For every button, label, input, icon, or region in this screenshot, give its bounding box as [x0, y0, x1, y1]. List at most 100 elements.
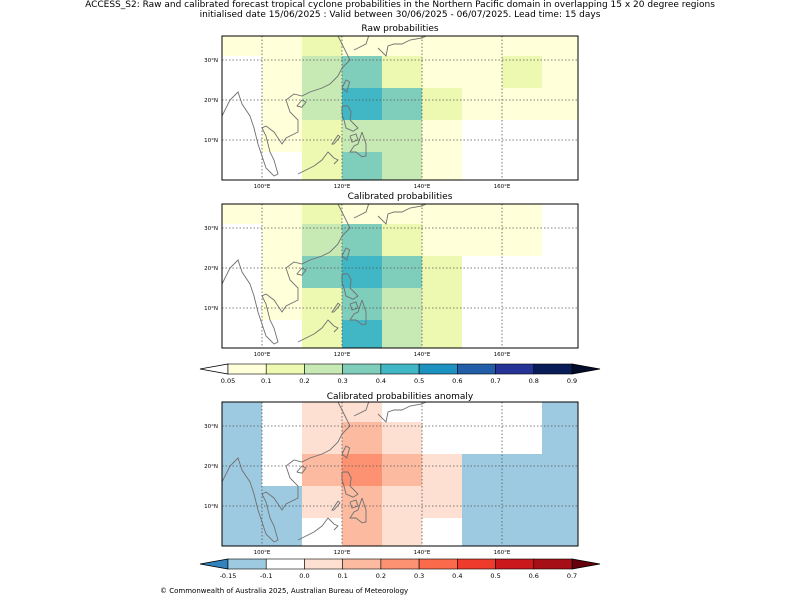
probability-cell [382, 36, 422, 56]
colorbar-probability-swatch [227, 363, 267, 375]
probability-cell [342, 320, 382, 348]
map-frame [221, 401, 579, 547]
colorbar-probability-swatch [265, 363, 305, 375]
probability-cell [422, 204, 462, 224]
probability-cell [502, 402, 542, 422]
probability-cell [462, 56, 502, 88]
colorbar-probability: 0.05 0.1 0.2 0.3 0.4 0.5 0.6 0.7 0.8 0.9 [199, 363, 601, 385]
probability-cell [422, 518, 462, 546]
coastline [341, 471, 359, 498]
probability-cell [502, 422, 542, 454]
probability-cell [502, 486, 542, 518]
colorbar-anomaly-tick-label: 0.7 [567, 572, 577, 580]
coastline [296, 465, 307, 474]
probability-cell [542, 56, 578, 88]
probability-cell [222, 518, 262, 546]
coastline [296, 99, 307, 108]
colorbar-anomaly-tick-label: 0.6 [529, 572, 539, 580]
probability-cell [262, 454, 302, 486]
probability-cell [342, 256, 382, 288]
probability-cell [262, 88, 302, 120]
longitude-tick-label: 100°E [254, 352, 271, 358]
probability-cell [422, 88, 462, 120]
coastline [296, 267, 307, 276]
coastline [349, 301, 359, 311]
probability-cell [382, 256, 422, 288]
probability-cell [302, 224, 342, 256]
colorbar-probability-under-extension [199, 363, 229, 375]
probability-cell [502, 56, 542, 88]
longitude-tick-label: 160°E [494, 184, 511, 190]
coastline [349, 299, 367, 326]
coastline [349, 131, 367, 158]
probability-cell [382, 454, 422, 486]
latitude-tick-label: 10°N [204, 138, 218, 144]
colorbar-anomaly-under-extension [199, 558, 229, 570]
longitude-tick-label: 120°E [334, 352, 351, 358]
colorbar-probability-swatch [418, 363, 458, 375]
probability-cell [502, 88, 542, 120]
colorbar-probability-swatch [457, 363, 496, 375]
probability-cell [502, 454, 542, 486]
latitude-tick-label: 30°N [204, 226, 218, 232]
longitude-tick-label: 120°E [334, 184, 351, 190]
probability-cell [382, 486, 422, 518]
probability-cell [262, 36, 302, 56]
probability-cell [302, 486, 342, 518]
latitude-tick-label: 30°N [204, 424, 218, 430]
colorbar-anomaly-tick-label: 0.4 [452, 572, 462, 580]
probability-cell [262, 120, 302, 152]
probability-cell [302, 454, 342, 486]
colorbar-probability-tick-label: 0.6 [452, 377, 462, 385]
colorbar-anomaly-over-extension [571, 558, 601, 570]
probability-cell [302, 120, 342, 152]
colorbar-anomaly-swatch [342, 558, 382, 570]
probability-cell [262, 204, 302, 224]
probability-cell [502, 204, 542, 224]
probability-cell [462, 204, 502, 224]
coastline [222, 36, 351, 177]
probability-cell [422, 56, 462, 88]
coastline [377, 36, 427, 57]
colorbar-anomaly-tick-label: 0.5 [490, 572, 500, 580]
colorbar-probability-swatch [495, 363, 535, 375]
probability-cell [382, 152, 422, 180]
coastline [341, 105, 359, 132]
probability-cell [302, 88, 342, 120]
probability-cell [342, 120, 382, 152]
longitude-tick-label: 160°E [494, 550, 511, 556]
figure-title-line1: ACCESS_S2: Raw and calibrated forecast t… [85, 0, 715, 10]
colorbar-probability-swatch [380, 363, 420, 375]
map-panel-2: 100°E 120°E 140°E 160°E 30°N 20°N 10°N [204, 401, 579, 556]
longitude-tick-label: 100°E [254, 184, 271, 190]
colorbar-probability-tick-label: 0.8 [529, 377, 539, 385]
probability-cell [382, 518, 422, 546]
probability-cell [502, 518, 542, 546]
probability-cell [302, 204, 342, 224]
copyright-footer: © Commonwealth of Australia 2025, Austra… [160, 587, 409, 595]
colorbar-probability-tick-label: 0.3 [337, 377, 347, 385]
probability-cell [382, 422, 422, 454]
coastline [297, 151, 339, 175]
colorbar-probability-tick-label: 0.4 [376, 377, 386, 385]
probability-cell [462, 454, 502, 486]
coastline [297, 319, 339, 343]
probability-cell [422, 320, 462, 348]
probability-cell [422, 486, 462, 518]
coastline [349, 499, 359, 509]
probability-cell [302, 56, 342, 88]
probability-cell [542, 486, 578, 518]
probability-cell [302, 152, 342, 180]
longitude-tick-label: 120°E [334, 550, 351, 556]
probability-cell [422, 120, 462, 152]
map-panel-1: 100°E 120°E 140°E 160°E 30°N 20°N 10°N [204, 203, 579, 358]
probability-cell [302, 518, 342, 546]
colorbar-probability-over-extension [571, 363, 601, 375]
colorbar-anomaly-swatch [380, 558, 420, 570]
probability-cell [302, 288, 342, 320]
coastline [353, 36, 370, 51]
probability-cell [422, 224, 462, 256]
coastline [341, 445, 351, 459]
probability-cell [262, 518, 302, 546]
latitude-tick-label: 10°N [204, 306, 218, 312]
